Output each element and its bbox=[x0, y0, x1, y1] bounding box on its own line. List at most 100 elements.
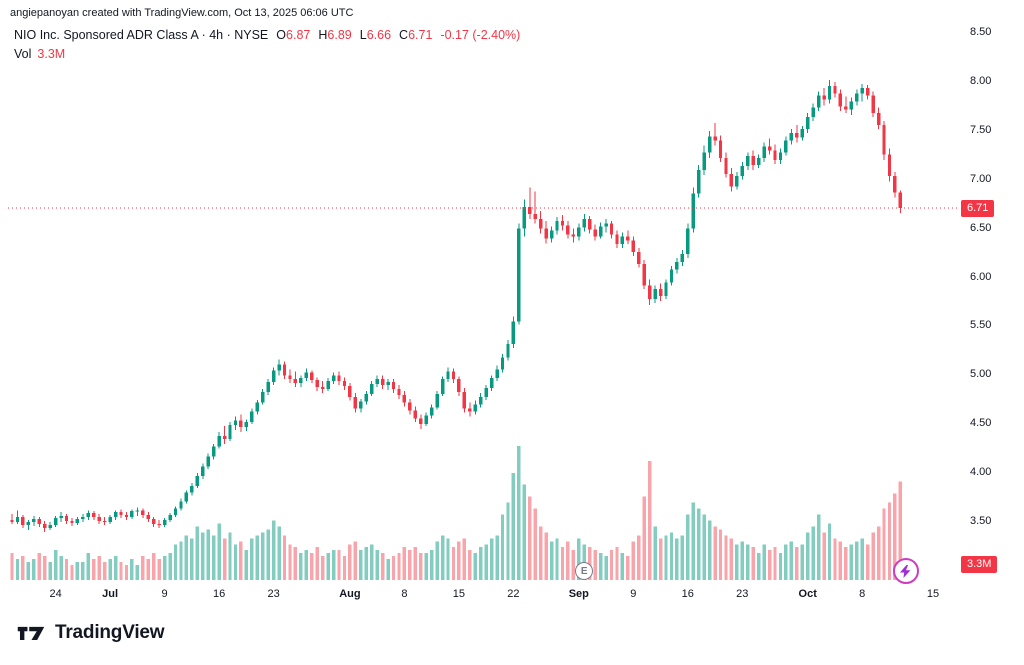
candle-body bbox=[32, 519, 36, 522]
candle-body bbox=[266, 382, 270, 392]
candle-body bbox=[233, 420, 238, 426]
volume-bar bbox=[865, 544, 870, 580]
candle-body bbox=[593, 229, 597, 237]
time-axis[interactable]: 24 Jul 9 16 23 Aug 8 15 22 Sep 9 16 23 Oct 8 15 bbox=[0, 582, 1024, 608]
candle-body bbox=[598, 226, 603, 237]
volume-bar bbox=[675, 538, 679, 580]
candle-body bbox=[59, 516, 63, 519]
candle-body bbox=[353, 396, 358, 409]
candle-body bbox=[43, 523, 47, 528]
volume-bar bbox=[53, 550, 58, 580]
candle-body bbox=[337, 375, 341, 382]
candle-body bbox=[844, 106, 848, 110]
price-axis-label: 6.00 bbox=[970, 270, 992, 283]
volume-bar bbox=[740, 541, 744, 580]
candle-body bbox=[724, 158, 728, 174]
candle-body bbox=[342, 381, 347, 387]
volume-bar bbox=[337, 550, 341, 580]
volume-bar bbox=[402, 547, 407, 580]
candle-body bbox=[588, 218, 592, 230]
volume-bar bbox=[135, 565, 140, 580]
volume-bar bbox=[277, 526, 281, 580]
volume-bar bbox=[190, 538, 194, 580]
candle-body bbox=[642, 263, 646, 286]
tradingview-footer[interactable]: TradingView bbox=[16, 620, 165, 646]
candle-body bbox=[173, 508, 178, 516]
candle-body bbox=[778, 152, 783, 161]
volume-bar bbox=[860, 538, 864, 580]
volume-bar bbox=[637, 535, 641, 580]
volume-bar bbox=[751, 547, 755, 580]
candle-body bbox=[250, 411, 254, 423]
candle-body bbox=[201, 466, 205, 477]
candle-body bbox=[348, 386, 352, 397]
candle-body bbox=[691, 193, 695, 229]
volume-bar bbox=[827, 523, 832, 580]
candle-body bbox=[190, 485, 194, 493]
candle-body bbox=[860, 87, 864, 94]
volume-bar bbox=[822, 532, 826, 580]
low-label: L bbox=[359, 28, 367, 42]
volume-bar bbox=[789, 541, 794, 580]
volume-bar bbox=[173, 544, 178, 580]
candle-body bbox=[162, 520, 167, 525]
volume-bar bbox=[538, 526, 543, 580]
volume-bar bbox=[10, 553, 14, 580]
volume-bar bbox=[522, 484, 526, 580]
volume-bar bbox=[855, 541, 859, 580]
candle-body bbox=[10, 520, 14, 522]
volume-bar bbox=[179, 541, 183, 580]
candle-body bbox=[364, 393, 368, 402]
volume-bar bbox=[686, 514, 690, 580]
volume-bar bbox=[620, 553, 625, 580]
candle-body bbox=[21, 517, 25, 525]
candle-body bbox=[735, 175, 739, 187]
candle-body bbox=[359, 401, 363, 409]
candle-body bbox=[577, 227, 581, 237]
price-axis-label: 6.50 bbox=[970, 221, 992, 234]
volume-bar bbox=[566, 541, 570, 580]
volume-bar bbox=[631, 541, 635, 580]
candle-body bbox=[544, 228, 548, 239]
volume-bar bbox=[707, 520, 712, 580]
volume-bar bbox=[299, 553, 303, 580]
volume-bar bbox=[326, 553, 330, 580]
candle-body bbox=[876, 113, 881, 125]
symbol-title[interactable]: NIO Inc. Sponsored ADR Class A · 4h · NY… bbox=[14, 28, 269, 42]
candle-body bbox=[707, 136, 712, 153]
candle-body bbox=[119, 512, 123, 516]
earnings-marker-icon[interactable]: E bbox=[575, 562, 594, 580]
volume-bar bbox=[735, 544, 739, 580]
candle-body bbox=[457, 379, 461, 392]
volume-bar bbox=[119, 562, 123, 580]
candle-body bbox=[310, 372, 314, 381]
candle-body bbox=[370, 384, 374, 394]
candle-body bbox=[566, 225, 570, 235]
volume-bar bbox=[108, 559, 112, 580]
candle-body bbox=[582, 218, 586, 228]
volume-bar bbox=[97, 556, 101, 580]
candle-body bbox=[304, 372, 308, 379]
candle-body bbox=[571, 234, 576, 237]
candle-body bbox=[484, 388, 488, 397]
volume-bar bbox=[489, 538, 494, 580]
volume-bar bbox=[266, 529, 270, 580]
price-axis-label: 8.00 bbox=[970, 74, 992, 87]
open-value: 6.87 bbox=[286, 28, 311, 42]
volume-bar bbox=[473, 553, 477, 580]
volume-bar bbox=[647, 460, 652, 580]
candle-body bbox=[560, 220, 565, 226]
volume-label: Vol bbox=[14, 47, 32, 61]
volume-bar bbox=[778, 553, 783, 580]
volume-bar bbox=[370, 544, 374, 580]
volume-bar bbox=[244, 550, 249, 580]
price-axis[interactable]: 8.50 8.00 7.50 7.00 6.50 6.00 5.50 5.00 4.50 4.00… bbox=[958, 0, 1024, 610]
candle-body bbox=[479, 396, 483, 405]
volume-bar bbox=[211, 535, 216, 580]
volume-bar bbox=[468, 550, 472, 580]
candle-body bbox=[64, 516, 69, 522]
volume-bar bbox=[43, 556, 47, 580]
lightning-boost-icon[interactable] bbox=[892, 558, 919, 584]
